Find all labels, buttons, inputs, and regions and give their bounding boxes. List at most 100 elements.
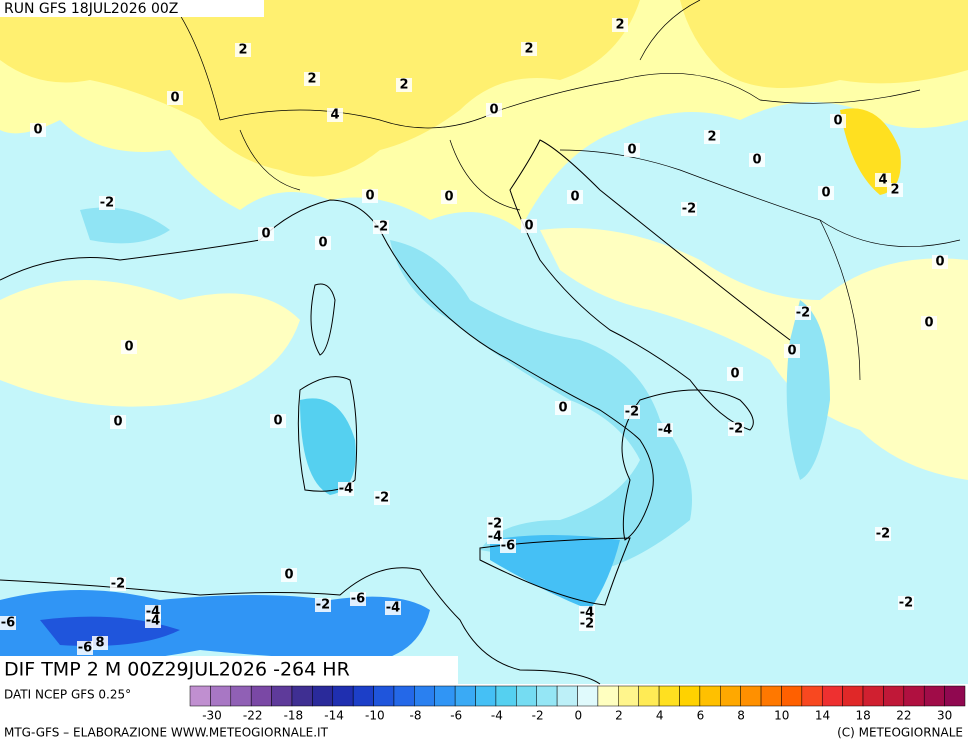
warm-core-east	[680, 0, 968, 88]
colorbar-swatch	[434, 685, 456, 707]
contour-label: 4	[878, 173, 887, 188]
colorbar-label: 6	[697, 709, 705, 723]
contour-label: 0	[261, 227, 270, 242]
colorbar-label: -10	[365, 709, 385, 723]
warm-area-west	[0, 280, 300, 407]
contour-label-bg	[521, 42, 537, 56]
colorbar-label: -6	[450, 709, 462, 723]
cool-area-peninsula	[390, 240, 692, 570]
colorbar-label: 30	[937, 709, 952, 723]
contour-label: 0	[787, 344, 796, 359]
cool-area-sicily	[490, 535, 620, 610]
colorbar-label: 2	[615, 709, 623, 723]
contour-label: -6	[351, 592, 365, 607]
colorbar-label: 0	[574, 709, 582, 723]
contour-label: -6	[501, 539, 515, 554]
colorbar-swatch	[944, 685, 966, 707]
colorbar-swatch	[210, 685, 232, 707]
contour-label-bg	[350, 592, 366, 606]
contour-label: 2	[307, 72, 316, 87]
contour-label-bg	[30, 123, 46, 137]
contour-label-bg	[567, 190, 583, 204]
colorbar-swatch	[475, 685, 497, 707]
contour-label-bg	[579, 617, 595, 631]
colorbar-label: 10	[774, 709, 789, 723]
contour-label-bg	[830, 114, 846, 128]
contour-label-bg	[110, 415, 126, 429]
contour-label: 0	[170, 91, 179, 106]
colorbar-swatch	[373, 685, 395, 707]
run-label: RUN GFS 18JUL2026 00Z	[4, 1, 178, 17]
contour-label-bg	[281, 568, 297, 582]
contour-label-bg	[749, 153, 765, 167]
colorbar-label: 4	[656, 709, 664, 723]
contour-label-bg	[258, 227, 274, 241]
contour-label: -2	[899, 596, 913, 611]
coastline	[0, 139, 791, 541]
contour-label: 0	[924, 316, 933, 331]
colorbar-swatch	[271, 685, 293, 707]
contour-label: 0	[318, 236, 327, 251]
contour-label-bg	[373, 220, 389, 234]
map-title: DIF TMP 2 M 00Z29JUL2026 -264 HR	[4, 659, 350, 681]
colorbar-swatch	[495, 685, 517, 707]
contour-label-bg	[338, 482, 354, 496]
contour-label-bg	[921, 316, 937, 330]
contour-label-bg	[145, 614, 161, 628]
cool-area-sardinia	[300, 398, 356, 495]
colorbar-swatch	[250, 685, 272, 707]
contour-label: 0	[570, 190, 579, 205]
colorbar-swatch	[189, 685, 211, 707]
contour-label: 2	[890, 183, 899, 198]
colorbar-swatch	[781, 685, 803, 707]
contour-label-bg	[555, 401, 571, 415]
contour-label: -2	[374, 220, 388, 235]
colorbar-swatch	[842, 685, 864, 707]
contour-label-bg	[898, 596, 914, 610]
colorbar-swatch	[454, 685, 476, 707]
contour-label-bg	[92, 636, 108, 650]
contour-label: 2	[707, 130, 716, 145]
contour-label: -2	[111, 577, 125, 592]
contour-label-bg	[235, 43, 251, 57]
contour-label-bg	[315, 236, 331, 250]
colorbar-swatch	[332, 685, 354, 707]
colorbar-swatch	[862, 685, 884, 707]
colorbar-label: -4	[491, 709, 503, 723]
contour-label: 2	[399, 78, 408, 93]
contour-label-bg	[728, 422, 744, 436]
contour-label-bg	[315, 598, 331, 612]
colorbar-swatch	[312, 685, 334, 707]
contour-label: -4	[580, 606, 594, 621]
contour-label: -4	[146, 614, 160, 629]
contour-label-bg	[624, 143, 640, 157]
coastline-africa	[0, 567, 601, 685]
contour-label: -2	[100, 196, 114, 211]
colorbar-label: -18	[284, 709, 304, 723]
contour-label: -6	[1, 616, 15, 631]
colorbar-swatch	[536, 685, 558, 707]
contour-label: 0	[284, 568, 293, 583]
cool-spot	[80, 207, 170, 244]
contour-label: 8	[95, 636, 104, 651]
contour-label: 4	[330, 108, 339, 123]
contour-label: 0	[730, 367, 739, 382]
contour-label-bg	[487, 530, 503, 544]
contour-label: -4	[386, 601, 400, 616]
contour-label: 2	[238, 43, 247, 58]
contour-label-bg	[612, 18, 628, 32]
contour-label: -4	[488, 530, 502, 545]
contour-label-bg	[487, 517, 503, 531]
contour-label: 0	[33, 123, 42, 138]
contour-label: 0	[558, 401, 567, 416]
contour-label-bg	[727, 367, 743, 381]
colorbar-swatch	[923, 685, 945, 707]
colorbar-swatch	[352, 685, 374, 707]
colorbar-swatch	[699, 685, 721, 707]
colorbar-swatch	[720, 685, 741, 707]
contour-label: -2	[316, 598, 330, 613]
contour-label: -2	[682, 202, 696, 217]
contour-label-bg	[167, 91, 183, 105]
contour-label: -2	[488, 517, 502, 532]
